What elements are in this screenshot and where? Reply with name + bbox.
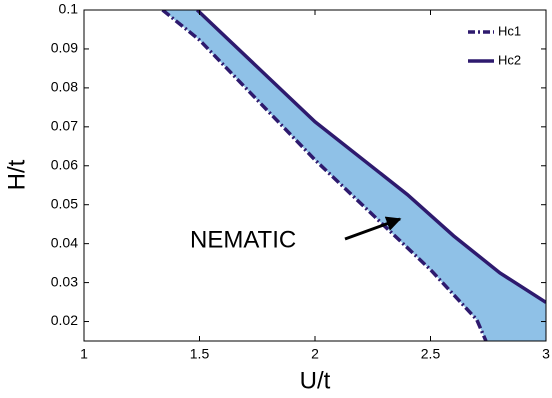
- y-tick-label: 0.09: [51, 40, 78, 56]
- y-tick-label: 0.05: [51, 195, 78, 211]
- line-0: [161, 10, 488, 341]
- y-tick-label: 0.06: [51, 156, 78, 172]
- legend-label: Hc1: [498, 23, 521, 38]
- x-tick-label: 1: [80, 346, 88, 362]
- annotation: NEMATIC: [190, 226, 296, 253]
- y-tick-label: 0.02: [51, 312, 78, 328]
- y-tick-label: 0.07: [51, 118, 78, 134]
- x-axis-label: U/t: [300, 367, 331, 394]
- y-tick-label: 0.03: [51, 273, 78, 289]
- annotation-arrow: [344, 216, 402, 241]
- legend-label: Hc2: [498, 52, 521, 67]
- x-tick-label: 2: [311, 346, 319, 362]
- y-tick-label: 0.1: [59, 1, 79, 17]
- y-tick-label: 0.04: [51, 234, 78, 250]
- line-1: [195, 10, 546, 304]
- x-tick-label: 1.5: [190, 346, 210, 362]
- y-tick-label: 0.08: [51, 79, 78, 95]
- y-axis-label: H/t: [3, 159, 30, 190]
- x-tick-label: 2.5: [421, 346, 441, 362]
- x-tick-label: 3: [542, 346, 550, 362]
- nematic-region: [162, 10, 546, 341]
- plot-area: [161, 10, 546, 341]
